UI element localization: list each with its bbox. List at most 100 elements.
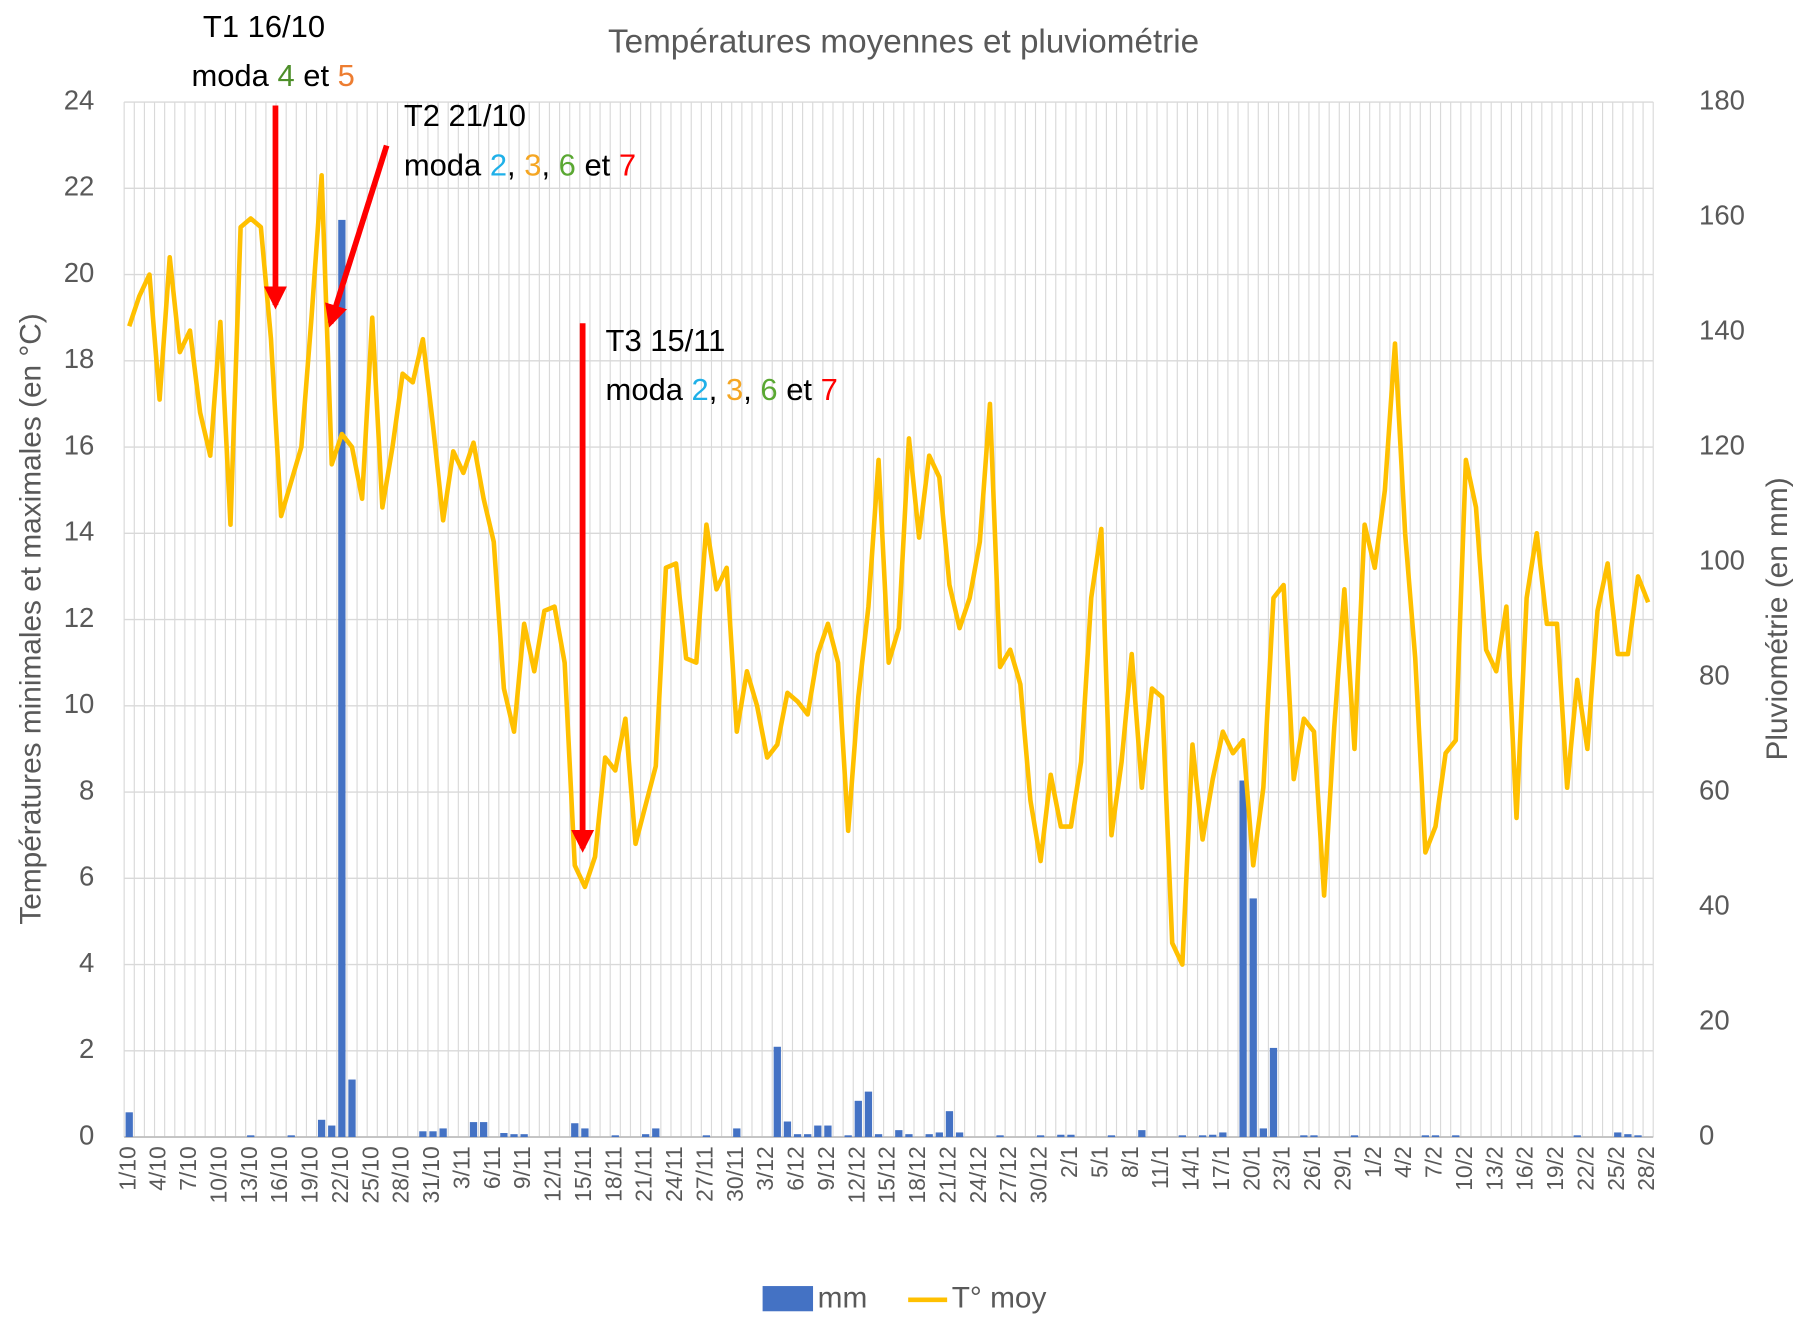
bar: [611, 1135, 619, 1138]
bar: [1178, 1135, 1186, 1138]
bar: [945, 1111, 954, 1138]
x-tick-label: 7/2: [1421, 1146, 1447, 1178]
x-tick-label: 29/1: [1329, 1146, 1355, 1191]
annotation-part: 4: [277, 58, 294, 93]
x-tick-label: 22/10: [327, 1146, 353, 1203]
bar: [864, 1091, 873, 1138]
bar: [1259, 1128, 1267, 1138]
bar: [1573, 1135, 1581, 1138]
x-tick-label: 3/12: [752, 1146, 778, 1191]
y2-tick-label: 100: [1699, 544, 1745, 575]
line: [127, 173, 1651, 967]
y2-tick-label: 60: [1699, 774, 1730, 805]
annotation-part: et: [295, 58, 338, 93]
x-tick-label: 7/10: [175, 1146, 201, 1191]
y-tick-label: 4: [79, 947, 94, 978]
bar: [925, 1134, 933, 1138]
x-tick-label: 25/2: [1603, 1146, 1629, 1191]
bar: [955, 1132, 964, 1138]
bar: [1269, 1047, 1278, 1138]
annotation-text: moda 2, 3, 6 et 7: [606, 372, 838, 407]
y2-tick-label: 140: [1699, 314, 1745, 345]
y2-axis-label: Pluviométrie (en mm): [1761, 477, 1794, 760]
y2-tick-label: 0: [1699, 1119, 1714, 1150]
x-tick-label: 31/10: [418, 1146, 444, 1203]
bar: [1614, 1132, 1622, 1138]
annotation-part: moda: [191, 58, 277, 93]
bar: [1057, 1134, 1065, 1138]
annotation-part: ,: [541, 148, 558, 183]
y-tick-label: 24: [64, 84, 95, 115]
x-tick-label: 27/11: [691, 1146, 717, 1202]
annotation-part: et: [778, 372, 821, 407]
bar: [1067, 1134, 1075, 1138]
bar: [1624, 1134, 1632, 1138]
x-tick-label: 9/11: [509, 1146, 535, 1189]
x-tick-label: 15/12: [874, 1146, 900, 1203]
bar: [1310, 1135, 1318, 1138]
bar: [1300, 1135, 1308, 1138]
x-tick-label: 26/1: [1299, 1146, 1325, 1191]
annotation-part: 2: [490, 148, 507, 183]
x-tick-label: 1/2: [1360, 1146, 1386, 1178]
x-tick-label: 11/1: [1147, 1146, 1173, 1189]
annotation-title: T2 21/10: [404, 98, 526, 133]
bar: [1219, 1132, 1227, 1138]
bar: [1198, 1135, 1207, 1138]
bar: [125, 1112, 133, 1138]
x-tick-label: 18/11: [600, 1146, 626, 1202]
bar: [1107, 1135, 1116, 1138]
bar: [702, 1135, 711, 1138]
y-tick-label: 2: [79, 1033, 94, 1064]
x-tick-label: 30/12: [1026, 1146, 1052, 1203]
x-tick-label: 13/10: [236, 1146, 262, 1203]
x-tick-label: 16/2: [1512, 1146, 1538, 1191]
annotation-part: 3: [726, 372, 743, 407]
y-tick-label: 0: [79, 1119, 94, 1150]
y-tick-label: 8: [79, 774, 94, 805]
bar: [874, 1134, 883, 1138]
bar: [1239, 780, 1247, 1138]
bar: [652, 1128, 660, 1138]
bar: [317, 1119, 326, 1138]
marks: [125, 173, 1651, 1138]
x-tick-label: 21/11: [631, 1146, 657, 1202]
x-tick-label: 25/10: [357, 1146, 383, 1203]
labels: 0246810121416182022240204060801001201401…: [64, 9, 1745, 1204]
annotation-title: T3 15/11: [606, 323, 726, 358]
annotation-part: 2: [692, 372, 709, 407]
bar: [469, 1122, 478, 1138]
x-tick-label: 30/11: [722, 1146, 748, 1202]
bar: [844, 1135, 852, 1138]
x-tick-label: 4/2: [1390, 1146, 1416, 1178]
y-tick-label: 22: [64, 171, 95, 202]
bar: [510, 1134, 518, 1138]
bar: [905, 1134, 913, 1138]
x-tick-label: 18/12: [904, 1146, 930, 1203]
annotation-part: moda: [404, 148, 490, 183]
bar: [500, 1133, 508, 1138]
bar: [419, 1131, 427, 1138]
y2-tick-label: 80: [1699, 659, 1730, 690]
bar: [479, 1122, 488, 1138]
bar: [429, 1131, 437, 1138]
y2-tick-label: 160: [1699, 199, 1745, 230]
annotation-part: moda: [606, 372, 692, 407]
x-tick-label: 24/11: [661, 1146, 687, 1202]
arrow: [325, 144, 390, 328]
x-tick-label: 15/11: [570, 1146, 596, 1202]
y-tick-label: 14: [64, 516, 95, 547]
bar: [1249, 898, 1257, 1138]
y-tick-label: 10: [64, 688, 95, 719]
bar: [439, 1128, 447, 1138]
x-tick-label: 5/1: [1086, 1146, 1112, 1178]
annotation-title: T1 16/10: [203, 9, 325, 44]
bar: [571, 1123, 579, 1138]
grid: [123, 101, 1654, 1138]
x-tick-label: 12/11: [540, 1146, 566, 1202]
y-tick-label: 16: [64, 429, 95, 460]
y2-tick-label: 40: [1699, 889, 1730, 920]
annotation-part: 3: [524, 148, 541, 183]
x-tick-label: 13/2: [1481, 1146, 1507, 1191]
bar: [1431, 1135, 1440, 1138]
